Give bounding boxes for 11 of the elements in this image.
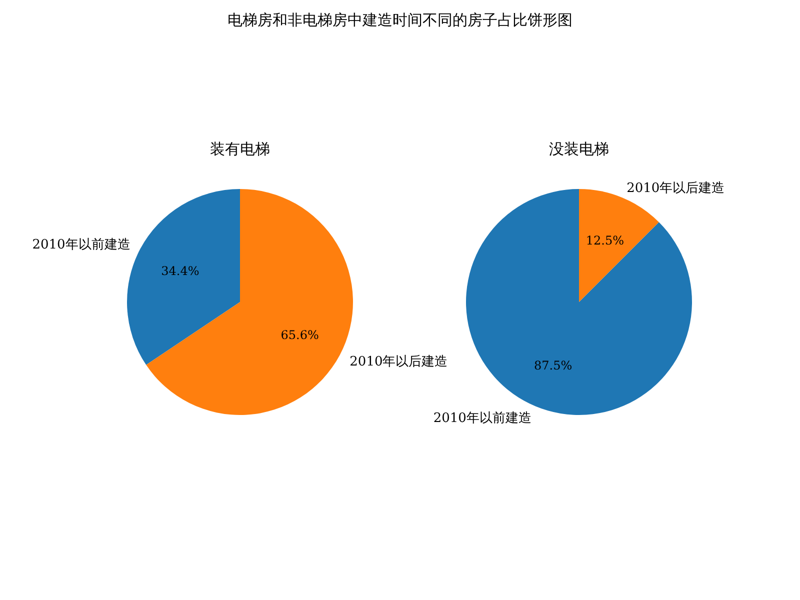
slice-label: 2010年以前建造 [32,237,130,252]
data-label: 34.4% [161,264,200,278]
slice-label: 2010年以后建造 [626,181,725,196]
slice-label: 2010年以后建造 [350,354,448,370]
chart-title: 没装电梯 [549,140,609,158]
text: 电梯房和非电梯房中建造时间不同的房子占比饼形图 [228,11,572,29]
data-label: 12.5% [586,233,624,248]
data-label: 87.5% [534,358,572,373]
chart-title: 装有电梯 [210,140,270,158]
data-label: 65.6% [280,328,319,342]
slice-label: 2010年以前建造 [433,410,532,426]
